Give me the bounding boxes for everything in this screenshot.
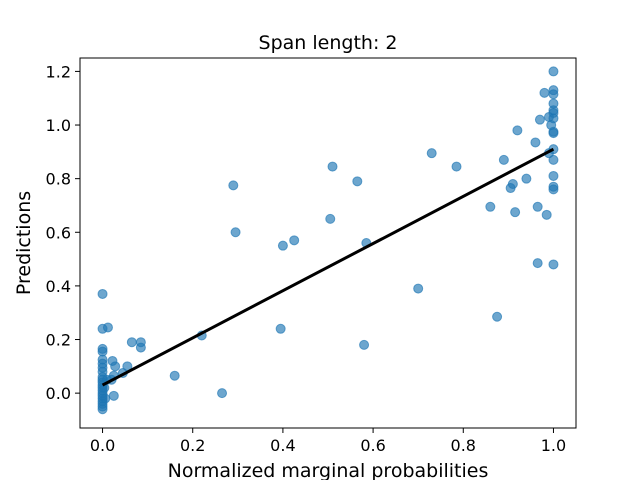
data-point <box>521 173 532 184</box>
data-point <box>108 390 119 401</box>
y-tick-label: 0.4 <box>46 277 71 296</box>
x-tick-label: 0.4 <box>270 436 295 455</box>
y-tick-label: 1.2 <box>46 62 71 81</box>
x-axis-label: Normalized marginal probabilities <box>168 460 489 480</box>
data-point <box>413 283 424 294</box>
chart-title: Span length: 2 <box>259 32 398 54</box>
data-point <box>230 227 241 238</box>
data-point <box>135 342 146 353</box>
data-point <box>534 114 545 125</box>
y-tick-label: 0.6 <box>46 223 71 242</box>
data-point <box>510 207 521 218</box>
points-layer <box>97 66 559 415</box>
data-point <box>277 240 288 251</box>
x-tick-label: 0.6 <box>360 436 385 455</box>
data-point <box>530 137 541 148</box>
data-point <box>541 209 552 220</box>
data-point <box>97 288 108 299</box>
x-axis: 0.0 0.2 0.4 0.6 0.8 1.0 <box>90 428 566 455</box>
data-point <box>325 213 336 224</box>
data-point <box>532 201 543 212</box>
y-tick-label: 0.2 <box>46 331 71 350</box>
data-point <box>289 235 300 246</box>
data-point <box>228 180 239 191</box>
fit-line <box>101 147 555 387</box>
data-point <box>217 388 228 399</box>
data-point <box>548 259 559 270</box>
data-point <box>548 113 559 124</box>
x-tick-label: 0.0 <box>90 436 115 455</box>
data-point <box>507 179 518 190</box>
data-point <box>126 337 137 348</box>
data-point <box>110 361 121 372</box>
data-point <box>485 201 496 212</box>
data-point <box>169 370 180 381</box>
data-point <box>275 323 286 334</box>
data-point <box>548 89 559 100</box>
data-point <box>548 66 559 77</box>
data-point <box>548 184 559 195</box>
data-point <box>327 161 338 172</box>
data-point <box>97 404 108 415</box>
data-point <box>492 311 503 322</box>
data-point <box>512 125 523 136</box>
y-tick-label: 1.0 <box>46 116 71 135</box>
data-point <box>451 161 462 172</box>
data-point <box>498 154 509 165</box>
data-point <box>359 339 370 350</box>
y-tick-label: 0.8 <box>46 170 71 189</box>
data-point <box>539 87 550 98</box>
x-tick-label: 0.8 <box>451 436 476 455</box>
data-point <box>426 148 437 159</box>
data-point <box>102 322 113 333</box>
y-axis-label: Predictions <box>13 191 35 295</box>
y-axis: 0.0 0.2 0.4 0.6 0.8 1.0 1.2 <box>46 62 80 403</box>
plot-frame <box>79 57 577 429</box>
x-tick-label: 1.0 <box>541 436 566 455</box>
data-point <box>548 170 559 181</box>
data-point <box>548 154 559 165</box>
data-point <box>532 258 543 269</box>
y-tick-label: 0.0 <box>46 384 71 403</box>
data-point <box>352 176 363 187</box>
data-point <box>100 393 111 404</box>
data-point <box>548 128 559 139</box>
x-tick-label: 0.2 <box>180 436 205 455</box>
